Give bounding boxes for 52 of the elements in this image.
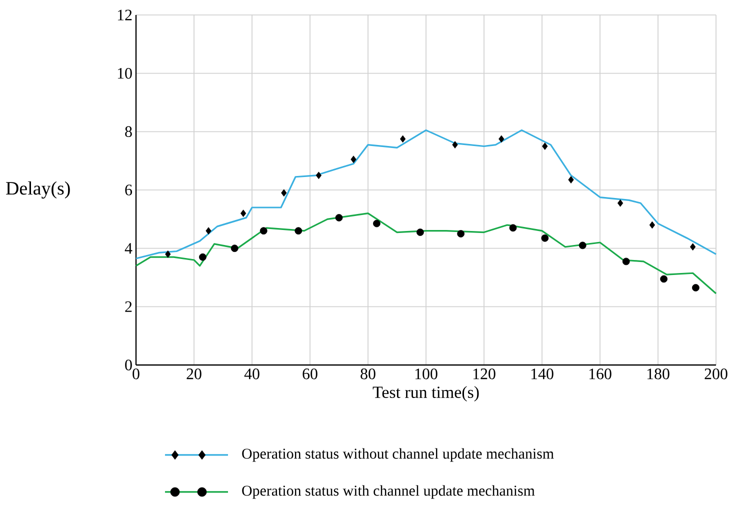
point (294, 227, 302, 235)
point (690, 243, 696, 251)
y-tick-label: 0 (125, 360, 132, 370)
point (199, 253, 206, 261)
point (622, 258, 630, 266)
line-series (135, 129, 717, 260)
point (542, 142, 548, 150)
x-tick-label: 140 (531, 368, 554, 380)
y-tick-label: 6 (125, 184, 132, 196)
point (206, 227, 212, 235)
x-tick-label: 100 (415, 368, 438, 380)
point (373, 220, 380, 228)
point (260, 227, 268, 235)
y-tick-label: 10 (118, 68, 132, 79)
point (335, 214, 343, 222)
x-tick-label: 160 (589, 368, 612, 380)
x-tick-label: 120 (473, 368, 496, 380)
point (416, 228, 424, 236)
x-tick-label: 20 (186, 368, 202, 380)
point (578, 242, 586, 250)
point (509, 224, 517, 232)
point (452, 141, 458, 148)
x-tick-label: 200 (704, 368, 728, 380)
point (649, 221, 656, 229)
y-tick-label: 8 (125, 126, 132, 138)
x-tick-label: 40 (244, 368, 260, 380)
point (165, 250, 171, 258)
y-axis-title: Delay(s) (6, 181, 70, 199)
legend-label: Operation status with channel update mechanism (242, 485, 535, 499)
line-series (135, 212, 717, 294)
y-tick-label: 2 (125, 301, 132, 312)
point (281, 189, 287, 197)
point (316, 172, 322, 180)
x-tick-label: 180 (647, 368, 670, 380)
point (400, 135, 406, 143)
point (568, 176, 574, 184)
y-tick-label: 4 (124, 243, 132, 254)
point (498, 135, 504, 143)
point (660, 275, 668, 283)
point (692, 284, 700, 292)
x-axis-title: Test run time(s) (372, 386, 479, 402)
point (240, 210, 246, 218)
point (457, 230, 464, 238)
y-tick-label: 12 (118, 10, 132, 20)
legend-label: Operation status without channel update mechanism (242, 448, 554, 462)
point (541, 234, 549, 242)
x-tick-label: 80 (360, 368, 376, 380)
x-tick-label: 60 (302, 368, 318, 380)
point (617, 199, 624, 207)
x-tick-label: 0 (132, 368, 140, 380)
point (350, 156, 356, 164)
point (230, 244, 238, 252)
